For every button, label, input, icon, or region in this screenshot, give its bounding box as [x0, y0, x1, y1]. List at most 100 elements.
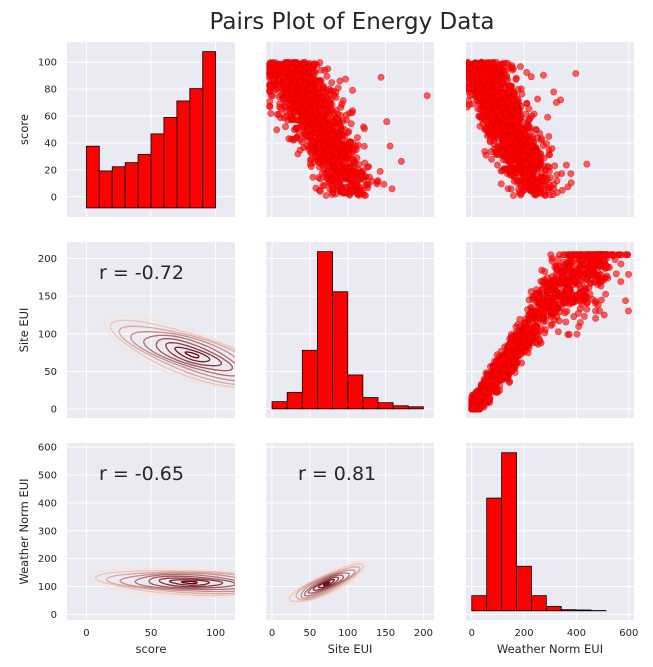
histogram-site-eui — [271, 251, 424, 410]
scatter-point — [507, 185, 515, 193]
scatter-point — [329, 117, 337, 125]
ytick-label: 20 — [44, 165, 57, 176]
scatter-point — [270, 75, 278, 83]
scatter-point — [330, 91, 338, 99]
scatter-point — [303, 64, 311, 72]
scatter-point — [307, 84, 315, 92]
scatter-point — [273, 126, 281, 134]
scatter-point — [516, 133, 524, 141]
ytick-label: 60 — [44, 112, 57, 123]
scatter-point — [511, 358, 519, 366]
scatter-point — [349, 107, 357, 115]
scatter-point — [468, 405, 476, 413]
ytick-label: 200 — [38, 254, 57, 265]
kde-contour — [180, 580, 198, 585]
scatter-point — [308, 91, 316, 99]
scatter-point — [316, 134, 324, 142]
scatter-point — [507, 84, 515, 92]
scatter-point — [537, 168, 545, 176]
scatter-point — [312, 184, 320, 192]
scatter-point — [535, 294, 543, 302]
scatter-point — [347, 181, 355, 189]
histogram-bar — [332, 291, 349, 410]
scatter-point — [592, 307, 600, 315]
ytick-label: 0 — [51, 192, 57, 203]
kde-contour — [295, 566, 361, 601]
scatter-point — [550, 301, 558, 309]
scatter-point — [328, 107, 336, 115]
xtick-label: 50 — [304, 628, 317, 639]
scatter-point — [578, 278, 586, 286]
scatter-point — [516, 123, 524, 131]
scatter-point — [548, 145, 556, 153]
scatter-point — [333, 140, 341, 148]
scatter-point — [311, 68, 319, 76]
ytick-label: 300 — [38, 526, 57, 537]
scatter-point — [576, 256, 584, 264]
scatter-point — [322, 106, 330, 114]
scatter-point — [524, 124, 532, 132]
scatter-point — [515, 165, 523, 173]
scatter-point — [345, 190, 353, 198]
ylabel-site-eui: Site EUI — [17, 308, 31, 353]
scatter-point — [376, 167, 384, 175]
kde-contour — [322, 581, 331, 586]
scatter-point — [313, 95, 321, 103]
scatter-point — [550, 88, 558, 96]
panel-site-eui-vs-weather-norm-eui — [466, 242, 634, 418]
scatter-point — [355, 190, 363, 198]
scatter-point — [296, 146, 304, 154]
scatter-point — [493, 107, 501, 115]
scatter-point — [475, 393, 483, 401]
scatter-point — [527, 73, 535, 81]
scatter-point — [562, 318, 570, 326]
scatter-point — [266, 103, 274, 111]
histogram-bar — [150, 133, 165, 209]
xtick-label: 50 — [145, 628, 158, 639]
scatter-point — [541, 326, 549, 334]
scatter-point — [538, 285, 546, 293]
scatter-point — [329, 163, 337, 171]
xtick-label: 0 — [83, 628, 89, 639]
xtick-label: 100 — [206, 628, 225, 639]
scatter-point — [534, 95, 542, 103]
histogram-bar — [377, 402, 394, 410]
scatter-point — [527, 187, 535, 195]
scatter-point — [294, 124, 302, 132]
scatter-point — [561, 251, 569, 259]
pairs-grid: r = -0.72 r = -0.65 r = 0.81 0 20 40 60 80 100 sc… — [17, 42, 638, 656]
kde-contour — [119, 572, 235, 593]
scatter-point — [510, 156, 518, 164]
scatter-point — [568, 299, 576, 307]
scatter-point — [522, 131, 530, 139]
scatter-point — [506, 352, 514, 360]
scatter-point — [289, 115, 297, 123]
scatter-point — [509, 65, 517, 73]
scatter-point — [475, 112, 483, 120]
scatter-point — [537, 277, 545, 285]
ytick-label: 400 — [38, 498, 57, 509]
scatter-point — [575, 323, 583, 331]
scatter-point — [267, 110, 275, 118]
scatter-point — [486, 395, 494, 403]
scatter-point — [538, 266, 546, 274]
scatter-point — [497, 347, 505, 355]
ylabel-weather-norm-eui: Weather Norm EUI — [17, 478, 31, 584]
histogram-bar — [516, 565, 532, 612]
scatter-site-eui-vs-weather-norm-eui — [468, 251, 633, 413]
scatter-point — [521, 145, 529, 153]
scatter-point — [278, 105, 286, 113]
histogram-score — [85, 51, 217, 209]
scatter-point — [545, 132, 553, 140]
scatter-point — [296, 78, 304, 86]
histogram-bar — [407, 406, 424, 410]
kde-contour — [300, 569, 356, 599]
scatter-point — [525, 116, 533, 124]
scatter-point — [307, 106, 315, 114]
scatter-point — [537, 300, 545, 308]
kde-contour — [303, 572, 350, 597]
kde-contour — [317, 578, 335, 589]
scatter-point — [514, 86, 522, 94]
scatter-point — [552, 99, 560, 107]
scatter-point — [566, 278, 574, 286]
